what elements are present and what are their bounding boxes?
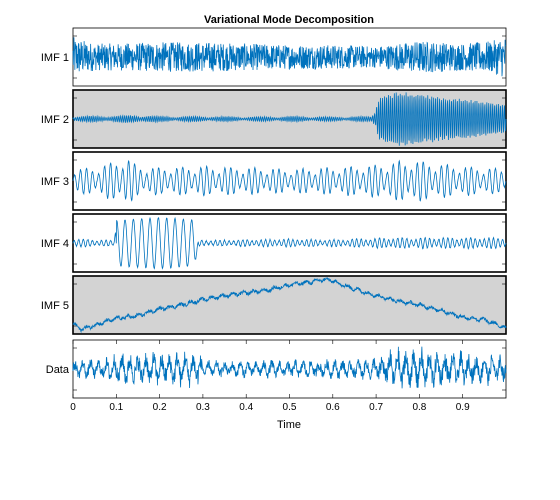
x-tick-label: 0.4 [239,402,253,413]
series-line-imf-2 [72,92,507,146]
x-tick-label: 0.8 [412,402,426,413]
panel-3: IMF 3 [41,151,507,211]
x-tick-label: 0.5 [283,402,297,413]
x-tick-label: 0.6 [326,402,340,413]
series-line-imf-4 [72,216,507,270]
panel-label: IMF 4 [41,238,69,250]
x-tick-label: 0.1 [109,402,123,413]
series-line-imf-1 [72,37,507,77]
x-tick-label: 0.2 [153,402,167,413]
x-axis-label: Time [277,419,301,431]
x-tick-label: 0.7 [369,402,383,413]
series-line-imf-5 [72,277,507,334]
panel-label: IMF 2 [41,114,69,126]
panel-1: IMF 1 [41,27,507,87]
panel-2: IMF 2 [41,89,507,149]
x-tick-label: 0.9 [456,402,470,413]
x-tick-label: 0 [70,402,76,413]
chart-title: Variational Mode Decomposition [204,14,374,26]
panel-label: IMF 5 [41,300,69,312]
x-tick-label: 0.3 [196,402,210,413]
panel-background [72,339,507,399]
panel-background [72,275,507,335]
panel-label: Data [46,364,70,376]
panel-4: IMF 4 [41,213,507,273]
panel-6: Data [46,339,507,399]
panel-label: IMF 3 [41,176,69,188]
series-line-data [72,346,507,389]
panel-label: IMF 1 [41,52,69,64]
panel-5: IMF 5 [41,275,507,335]
series-line-imf-3 [72,159,507,202]
